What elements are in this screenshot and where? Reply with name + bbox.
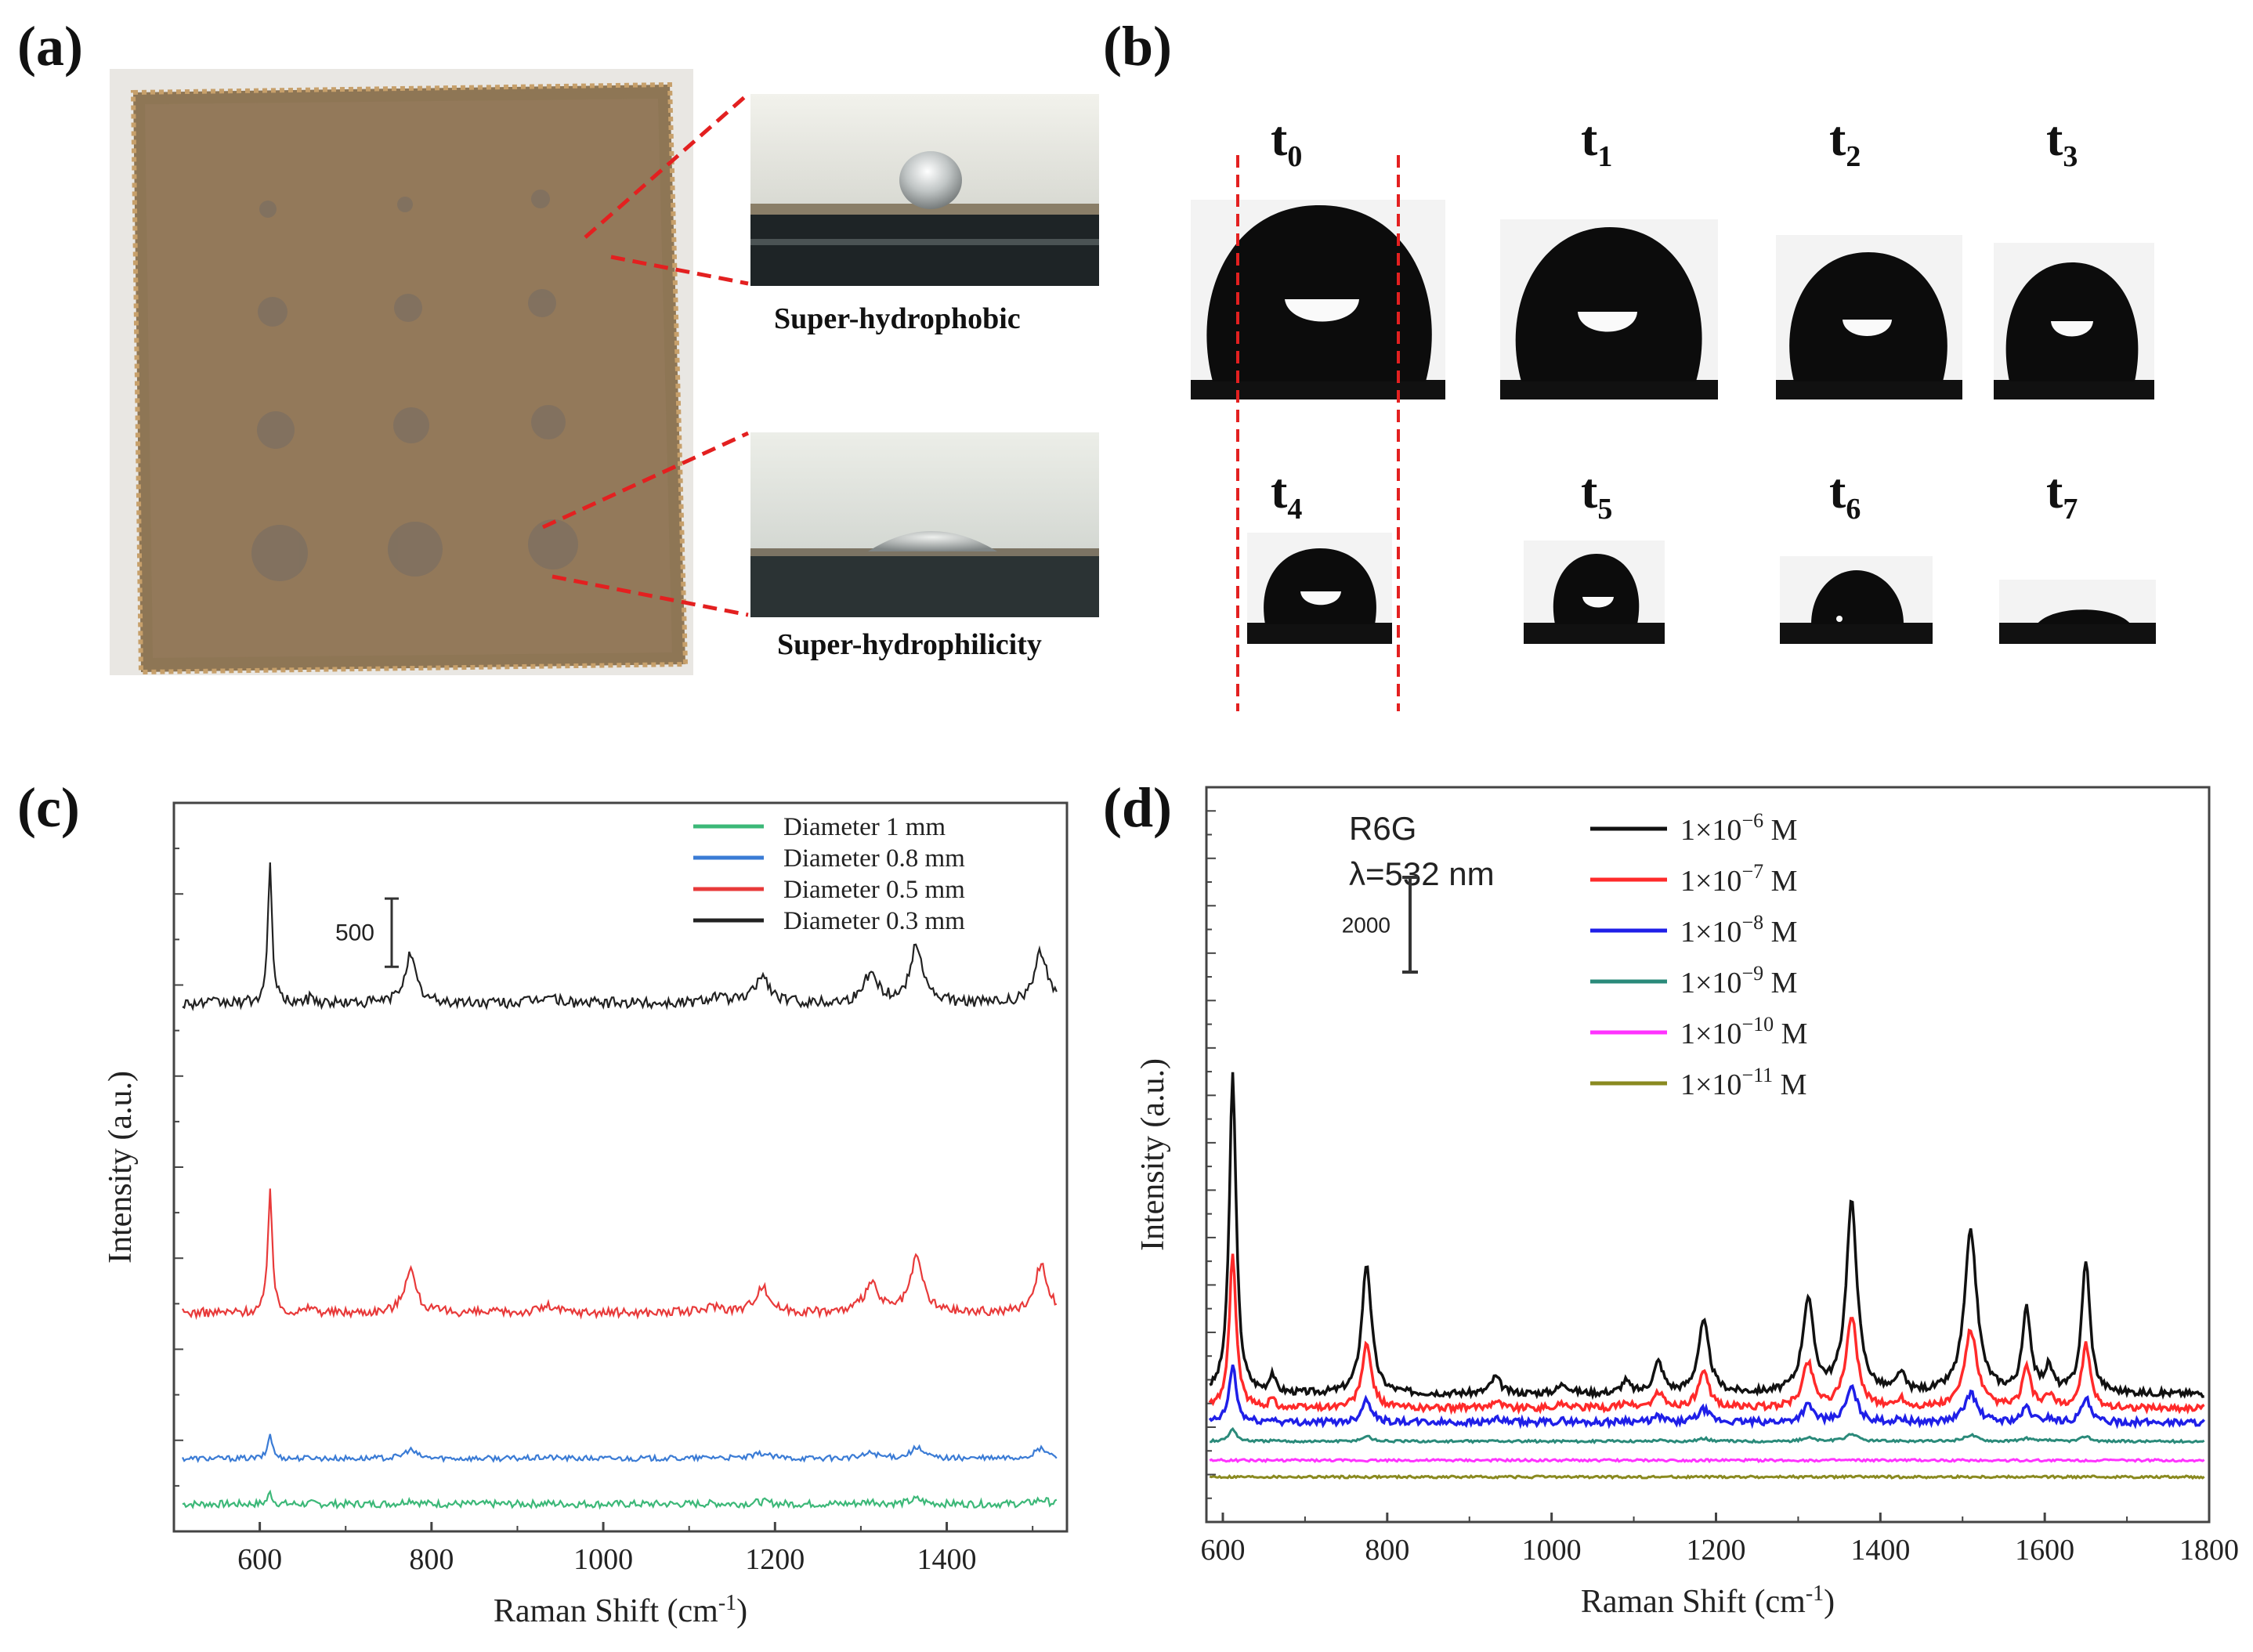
chart-d-annotation-wavelength: λ=532 nm (1349, 855, 1495, 892)
panel-a-label: (a) (17, 15, 83, 78)
chart-d-xtick-label: 1200 (1686, 1534, 1745, 1567)
chart-c-xtick-label: 800 (409, 1543, 454, 1576)
inset-superhydrophilic-photo (750, 432, 1099, 617)
chart-d-xlabel: Raman Shift (cm-1) (1581, 1582, 1835, 1621)
chart-c-xlabel: Raman Shift (cm-1) (494, 1591, 747, 1630)
chart-d-legend-label: 1×10−7 M (1680, 860, 1797, 898)
chart-d-series-0 (1209, 1072, 2204, 1401)
chart-d-legend-label: 1×10−10 M (1680, 1013, 1807, 1050)
time-label-t1: t1 (1581, 110, 1613, 173)
chart-d-series-2 (1208, 1364, 2205, 1430)
droplet-t7 (1999, 580, 2156, 644)
time-label-t0: t0 (1271, 110, 1303, 173)
chart-d-xtick-label: 1800 (2179, 1534, 2239, 1567)
chart-d-scale-bar-label: 2000 (1342, 913, 1390, 937)
chart-c-xtick-label: 1400 (917, 1543, 977, 1576)
time-label-t4: t4 (1271, 463, 1303, 526)
chart-c-xtick-label: 600 (237, 1543, 282, 1576)
droplet-t4 (1247, 533, 1392, 644)
time-label-t3: t3 (2046, 110, 2078, 173)
droplet-t0 (1191, 200, 1445, 399)
time-label-t7: t7 (2046, 463, 2078, 526)
chart-c-series-0 (182, 1489, 1058, 1510)
chart-d-xtick-label: 800 (1365, 1534, 1409, 1567)
chart-d-series-5 (1209, 1473, 2205, 1480)
chart-c-legend-label: Diameter 0.5 mm (783, 876, 965, 904)
time-label-t2: t2 (1829, 110, 1861, 173)
chart-c-legend-label: Diameter 0.8 mm (783, 844, 965, 873)
chart-d-series-1 (1208, 1253, 2205, 1415)
chart-c-legend-label: Diameter 1 mm (783, 813, 946, 841)
caption-superhydrophobic: Super-hydrophobic (774, 302, 1021, 335)
time-label-t6: t6 (1829, 463, 1861, 526)
chart-d-legend-label: 1×10−6 M (1680, 809, 1797, 847)
droplet-t2 (1776, 235, 1962, 399)
droplet-t3 (1994, 243, 2154, 399)
chart-d-xtick-label: 600 (1200, 1534, 1245, 1567)
chart-c-xtick-label: 1200 (745, 1543, 805, 1576)
chart-c-series-2 (182, 1188, 1058, 1321)
panel-c-label: (c) (17, 776, 80, 839)
chart-c-legend-label: Diameter 0.3 mm (783, 907, 965, 935)
time-label-t5: t5 (1581, 463, 1613, 526)
chart-c-series-1 (182, 1433, 1058, 1463)
chart-c-series-3 (182, 862, 1058, 1011)
chart-c-xtick-label: 1000 (573, 1543, 633, 1576)
chart-d-annotation-sample: R6G (1349, 810, 1416, 847)
chart-d-legend-label: 1×10−8 M (1680, 911, 1797, 949)
droplet-t6 (1780, 556, 1933, 644)
inset-superhydrophobic-photo (750, 94, 1099, 286)
chart-d-ylabel: Intensity (a.u.) (1135, 1058, 1171, 1251)
panel-b-label: (b) (1103, 15, 1172, 78)
chart-d-xtick-label: 1400 (1850, 1534, 1910, 1567)
substrate-photo-graphic (110, 69, 693, 675)
chart-d-frame (1205, 786, 2211, 1524)
chart-d-legend-label: 1×10−9 M (1680, 962, 1797, 1000)
panel-d-label: (d) (1103, 776, 1172, 839)
chart-d-series-4 (1209, 1457, 2205, 1464)
chart-d-series-3 (1210, 1426, 2205, 1444)
chart-d-xtick-label: 1600 (2015, 1534, 2074, 1567)
caption-superhydrophilicity: Super-hydrophilicity (777, 628, 1042, 661)
chart-d-legend-label: 1×10−11 M (1680, 1064, 1806, 1101)
substrate-photo (110, 69, 693, 675)
chart-c-scale-bar-label: 500 (335, 920, 374, 946)
droplet-t1 (1500, 219, 1718, 399)
droplet-t5 (1524, 540, 1665, 644)
chart-d-xtick-label: 1000 (1522, 1534, 1582, 1567)
chart-c-ylabel: Intensity (a.u.) (103, 1071, 139, 1263)
